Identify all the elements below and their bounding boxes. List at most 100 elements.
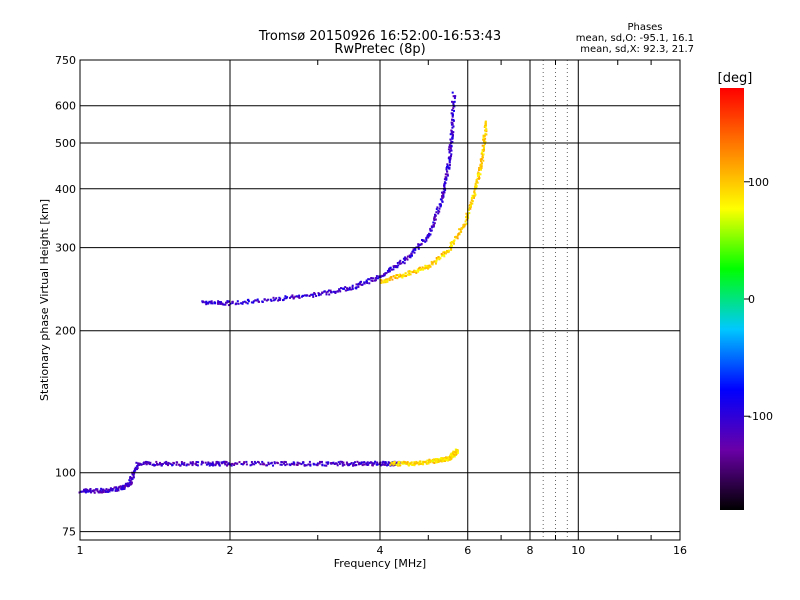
scatter-point-0 xyxy=(263,463,266,466)
scatter-point-0 xyxy=(214,463,217,466)
scatter-point-2 xyxy=(298,296,301,299)
scatter-point-1 xyxy=(415,460,418,463)
scatter-point-2 xyxy=(385,272,388,275)
scatter-point-2 xyxy=(406,255,409,258)
scatter-point-0 xyxy=(267,463,270,466)
scatter-point-0 xyxy=(104,490,107,493)
scatter-point-0 xyxy=(136,467,139,470)
scatter-point-0 xyxy=(202,461,205,464)
scatter-point-1 xyxy=(445,456,448,459)
scatter-point-2 xyxy=(201,301,204,304)
scatter-point-0 xyxy=(305,464,308,467)
scatter-point-0 xyxy=(371,464,374,467)
scatter-point-0 xyxy=(191,464,194,467)
scatter-point-2 xyxy=(378,275,381,278)
scatter-point-2 xyxy=(403,262,406,265)
scatter-point-2 xyxy=(414,248,417,251)
scatter-point-0 xyxy=(313,463,316,466)
scatter-point-0 xyxy=(245,460,248,463)
scatter-point-2 xyxy=(400,262,403,265)
scatter-point-0 xyxy=(339,460,342,463)
scatter-point-0 xyxy=(368,461,371,464)
scatter-point-3 xyxy=(406,273,409,276)
scatter-point-0 xyxy=(85,488,88,491)
scatter-point-1 xyxy=(430,459,433,462)
scatter-point-3 xyxy=(433,260,436,263)
chart-subtitle: RwPretec (8p) xyxy=(334,42,425,57)
scatter-point-0 xyxy=(316,462,319,465)
scatter-point-3 xyxy=(425,266,427,269)
scatter-point-2 xyxy=(436,206,439,209)
scatter-point-2 xyxy=(434,214,437,217)
scatter-point-0 xyxy=(253,460,256,463)
scatter-point-2 xyxy=(453,105,456,108)
scatter-point-2 xyxy=(450,140,453,143)
scatter-point-0 xyxy=(101,488,104,491)
scatter-point-0 xyxy=(159,463,162,466)
scatter-point-2 xyxy=(270,299,273,302)
scatter-point-2 xyxy=(448,161,451,164)
scatter-point-3 xyxy=(478,175,480,178)
scatter-point-2 xyxy=(428,232,430,235)
scatter-point-2 xyxy=(453,109,455,112)
scatter-point-2 xyxy=(323,290,326,293)
scatter-point-2 xyxy=(433,216,436,219)
scatter-point-2 xyxy=(317,294,320,297)
scatter-point-3 xyxy=(475,179,478,181)
scatter-point-2 xyxy=(441,196,444,199)
scatter-point-2 xyxy=(289,296,291,299)
scatter-point-3 xyxy=(482,153,485,156)
scatter-point-2 xyxy=(236,300,239,303)
scatter-point-3 xyxy=(482,148,485,151)
scatter-point-2 xyxy=(443,186,446,189)
scatter-point-0 xyxy=(142,462,145,465)
scatter-point-0 xyxy=(303,464,306,466)
scatter-point-0 xyxy=(125,483,128,486)
scatter-point-2 xyxy=(291,295,294,298)
scatter-point-1 xyxy=(407,464,410,467)
scatter-point-0 xyxy=(138,462,141,465)
scatter-point-2 xyxy=(329,289,332,292)
scatter-point-2 xyxy=(370,277,373,279)
scatter-point-3 xyxy=(479,173,482,176)
scatter-point-3 xyxy=(425,265,428,268)
scatter-point-0 xyxy=(81,490,84,493)
scatter-point-3 xyxy=(480,167,483,169)
scatter-point-3 xyxy=(473,191,476,194)
scatter-point-3 xyxy=(482,146,485,149)
scatter-point-2 xyxy=(267,298,270,301)
scatter-point-3 xyxy=(476,173,479,175)
scatter-point-2 xyxy=(328,289,330,292)
scatter-point-0 xyxy=(149,461,152,464)
scatter-point-2 xyxy=(360,280,362,283)
scatter-point-3 xyxy=(456,237,459,240)
scatter-point-3 xyxy=(414,270,417,273)
scatter-point-1 xyxy=(398,464,401,467)
scatter-point-2 xyxy=(412,248,415,251)
scatter-point-2 xyxy=(211,302,214,305)
scatter-point-3 xyxy=(427,267,429,270)
scatter-point-2 xyxy=(425,238,428,241)
scatter-point-2 xyxy=(422,239,425,242)
scatter-point-3 xyxy=(408,270,411,273)
scatter-point-0 xyxy=(128,484,131,486)
scatter-point-2 xyxy=(409,255,412,258)
scatter-point-0 xyxy=(390,464,393,467)
scatter-point-2 xyxy=(319,293,322,296)
scatter-point-0 xyxy=(321,464,324,467)
scatter-point-3 xyxy=(457,233,460,235)
scatter-point-0 xyxy=(161,463,164,465)
scatter-point-2 xyxy=(439,198,442,201)
scatter-point-3 xyxy=(397,275,400,278)
scatter-point-2 xyxy=(368,282,371,285)
scatter-point-3 xyxy=(472,196,475,199)
scatter-point-1 xyxy=(456,451,459,454)
scatter-point-0 xyxy=(96,490,99,493)
colorbar-ticks: 100 0 -100 xyxy=(744,176,773,423)
scatter-point-1 xyxy=(451,456,454,459)
scatter-point-1 xyxy=(397,462,400,465)
scatter-point-0 xyxy=(117,489,120,492)
x-tick-label: 16 xyxy=(673,544,687,557)
scatter-point-0 xyxy=(183,461,186,464)
scatter-point-3 xyxy=(404,272,407,275)
